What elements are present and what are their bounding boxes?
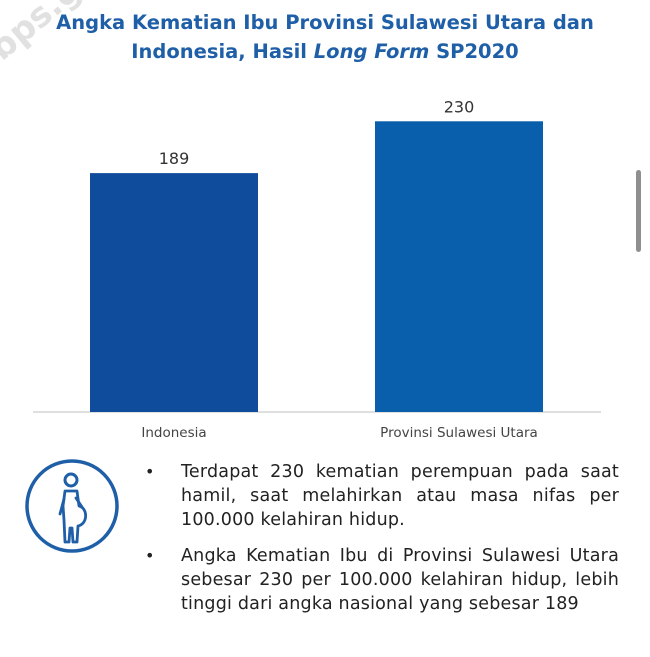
title-line-1: Angka Kematian Ibu Provinsi Sulawesi Uta…: [56, 11, 594, 34]
bar-0: [90, 173, 258, 412]
bullet: •: [145, 462, 155, 481]
chart-title: Angka Kematian Ibu Provinsi Sulawesi Uta…: [0, 8, 650, 66]
list-item: • Angka Kematian Ibu di Provinsi Sulawesi…: [145, 544, 619, 616]
title-line-2-suffix: SP2020: [429, 40, 519, 63]
title-line-2-prefix: Indonesia, Hasil: [131, 40, 314, 63]
note-text-2: Angka Kematian Ibu di Provinsi Sulawesi …: [181, 546, 619, 614]
title-line-2-italic: Long Form: [313, 40, 430, 63]
category-label-0: Indonesia: [141, 425, 206, 441]
data-label-0: 189: [159, 149, 190, 168]
bar-chart: 189 Indonesia 230 Provinsi Sulawesi Utara: [33, 97, 601, 441]
title-line-2: Indonesia, Hasil Long Form SP2020: [0, 37, 650, 66]
data-label-1: 230: [444, 97, 475, 116]
pregnant-woman-icon: [24, 458, 120, 554]
bar-1: [375, 121, 543, 412]
scrollbar-thumb[interactable]: [636, 170, 641, 252]
category-label-1: Provinsi Sulawesi Utara: [380, 425, 538, 441]
note-text-1: Terdapat 230 kematian perempuan pada saa…: [181, 462, 619, 530]
list-item: • Terdapat 230 kematian perempuan pada sa…: [145, 460, 619, 532]
notes-list: • Terdapat 230 kematian perempuan pada sa…: [145, 460, 619, 628]
bullet: •: [145, 546, 155, 565]
